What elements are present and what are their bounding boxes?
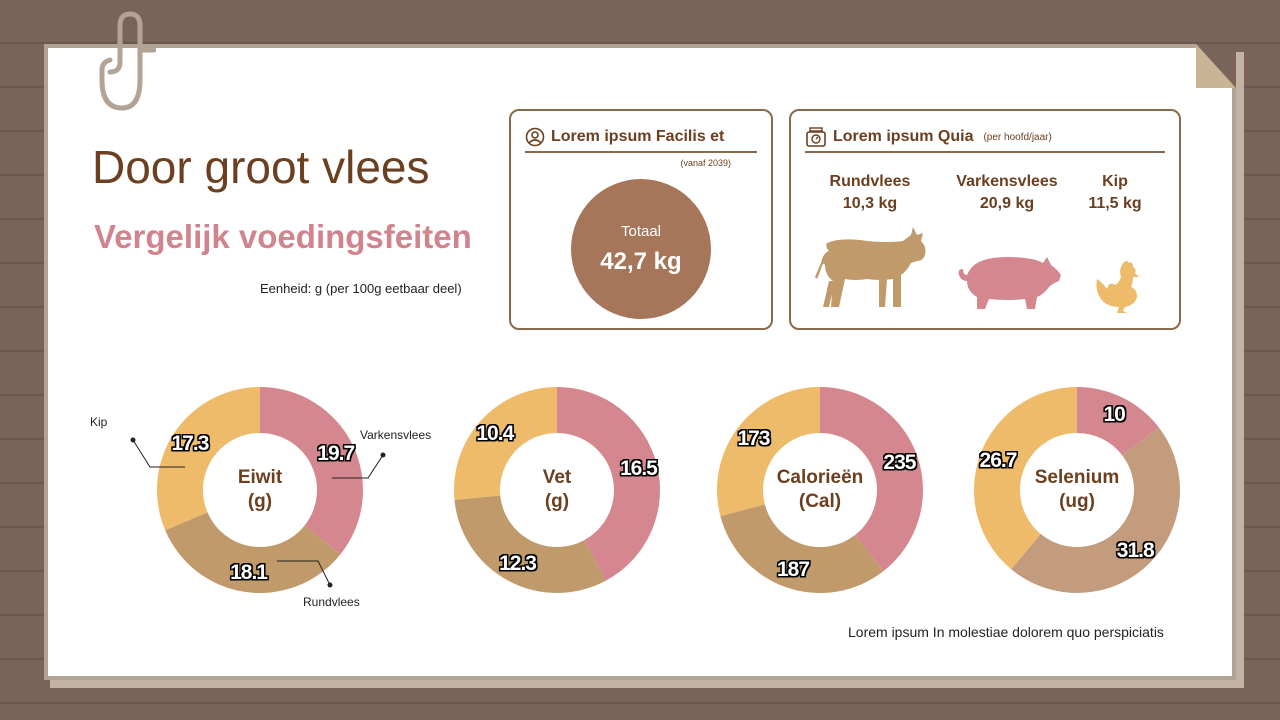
donut-data-label: 173: [737, 426, 770, 450]
total-panel-header: Lorem ipsum Facilis et: [525, 123, 757, 153]
donut-slice-rundvlees: [165, 512, 341, 593]
donut-slice-rundvlees: [454, 495, 607, 593]
page-fold: [1196, 44, 1236, 88]
page-title: Door groot vlees: [92, 141, 430, 193]
page-subtitle: Vergelijk voedingsfeiten: [94, 218, 472, 255]
scale-icon: [806, 127, 826, 147]
paperclip-icon: [99, 11, 156, 111]
donut-selenium: Selenium (ug) 10 31.8 26.7: [972, 385, 1182, 595]
pig-icon: [958, 257, 1061, 309]
donut-slice-varkensvlees: [557, 387, 660, 581]
donut-title: Calorieën (Cal): [763, 433, 877, 547]
meat-panel-note: (per hoofd/jaar): [983, 131, 1052, 143]
meat-item-pork: Varkensvlees 20,9 kg: [947, 173, 1067, 213]
meat-value: 11,5 kg: [1088, 195, 1142, 212]
total-label: Totaal: [620, 222, 662, 240]
donut-slice-kip: [974, 387, 1077, 570]
donut-slice-varkensvlees: [260, 387, 363, 555]
donut-calorieen: Calorieën (Cal) 235 187 173: [715, 385, 925, 595]
donut-title: Vet (g): [500, 433, 614, 547]
unit-note: Eenheid: g (per 100g eetbaar deel): [260, 281, 462, 296]
donut-title-line2: (ug): [1059, 491, 1095, 512]
donut-slice-kip: [157, 387, 260, 531]
donut-data-label: 17.3: [171, 431, 210, 455]
donut-data-label: 10.4: [476, 421, 514, 445]
meat-name: Kip: [1102, 173, 1128, 190]
donut-svg: [974, 387, 1180, 593]
meat-panel-heading: Lorem ipsum Quia: [833, 128, 974, 145]
callout-varkensvlees: Varkensvlees: [360, 428, 432, 442]
donut-slice-varkensvlees: [1077, 387, 1159, 456]
meat-name: Rundvlees: [829, 173, 911, 190]
donut-title-line1: Calorieën: [776, 467, 864, 488]
donut-data-label: 31.8: [1116, 538, 1155, 562]
meat-panel-header: Lorem ipsum Quia (per hoofd/jaar): [805, 123, 1165, 153]
donut-title-line2: (Cal): [798, 491, 842, 512]
donut-slice-rundvlees: [1011, 427, 1180, 593]
meat-name: Varkensvlees: [956, 173, 1058, 190]
meat-item-beef: Rundvlees 10,3 kg: [817, 173, 923, 213]
user-icon: [525, 127, 545, 147]
donut-slice-rundvlees: [720, 504, 884, 593]
donut-title: Selenium (ug): [1020, 433, 1134, 547]
meat-value: 20,9 kg: [979, 195, 1035, 212]
callout-kip: Kip: [90, 415, 108, 429]
meat-item-chicken: Kip 11,5 kg: [1077, 173, 1153, 213]
donut-svg: [717, 387, 923, 593]
donut-data-label: 10: [1103, 402, 1126, 426]
donut-slice-kip: [454, 387, 557, 500]
donut-vet: Vet (g) 16.5 12.3 10.4: [452, 385, 662, 595]
donut-data-label: 26.7: [979, 449, 1018, 473]
meat-value: 10,3 kg: [842, 195, 898, 212]
donut-data-label: 235: [883, 450, 916, 474]
chicken-icon: [1096, 261, 1139, 313]
donut-title-line1: Eiwit: [237, 467, 283, 488]
total-panel: Lorem ipsum Facilis et (vanaf 2039) Tota…: [509, 109, 773, 330]
total-circle: Totaal 42,7 kg: [571, 179, 711, 319]
footer-note: Lorem ipsum In molestiae dolorem quo per…: [848, 624, 1164, 640]
donut-data-label: 16.5: [619, 457, 658, 481]
donut-title-line1: Vet: [542, 467, 572, 488]
donut-data-label: 18.1: [230, 561, 268, 585]
donut-slice-varkensvlees: [820, 387, 923, 572]
cow-icon: [815, 227, 926, 307]
donut-data-label: 19.7: [317, 441, 355, 465]
callout-rundvlees: Rundvlees: [303, 595, 360, 609]
donut-data-label: 12.3: [499, 552, 537, 576]
donut-title-line2: (g): [247, 491, 273, 512]
donut-title-line2: (g): [544, 491, 570, 512]
total-value: 42,7 kg: [600, 247, 682, 275]
donut-title-line1: Selenium: [1034, 467, 1120, 488]
donut-slice-kip: [717, 387, 820, 517]
meat-panel: Lorem ipsum Quia (per hoofd/jaar) Rundvl…: [789, 109, 1181, 330]
donut-svg: [454, 387, 660, 593]
total-panel-heading: Lorem ipsum Facilis et: [551, 128, 725, 145]
total-panel-note: (vanaf 2039): [680, 158, 731, 168]
donut-svg: [157, 387, 363, 593]
donut-data-label: 187: [776, 557, 810, 581]
donut-title: Eiwit (g): [203, 433, 317, 547]
donut-eiwit: Eiwit (g) 19.7 18.1 17.3: [155, 385, 365, 595]
